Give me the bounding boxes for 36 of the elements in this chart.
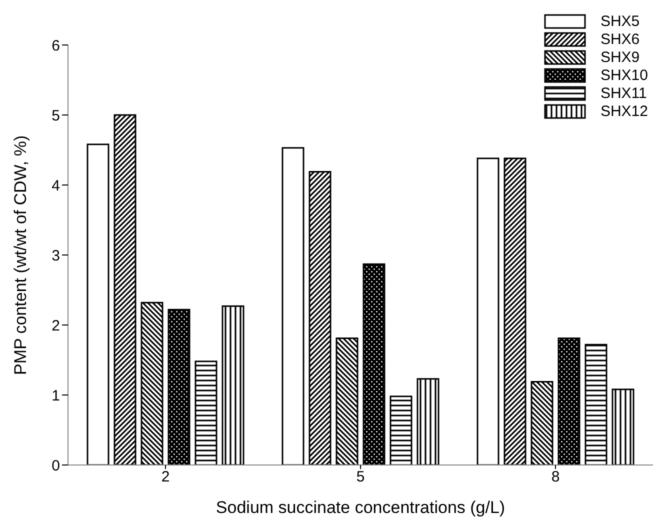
legend-label: SHX6 xyxy=(600,30,640,48)
bar xyxy=(476,158,500,465)
y-tick-label: 5 xyxy=(52,107,60,124)
bar xyxy=(558,338,580,465)
bar xyxy=(362,263,386,465)
bar xyxy=(194,360,218,465)
y-tick-label: 1 xyxy=(52,387,60,404)
y-axis-title: PMP content (wt/wt of CDW, %) xyxy=(11,135,30,375)
y-tick-label: 0 xyxy=(52,457,60,474)
bar xyxy=(336,338,358,465)
bar xyxy=(140,302,164,465)
legend-label: SHX11 xyxy=(600,84,647,102)
y-tick-label: 2 xyxy=(52,317,60,334)
y-tick-label: 3 xyxy=(52,247,60,264)
bar xyxy=(282,147,304,465)
legend-label: SHX10 xyxy=(600,66,648,84)
y-tick-label: 6 xyxy=(52,37,60,54)
legend-label: SHX12 xyxy=(600,102,648,120)
bar xyxy=(308,170,332,465)
x-tick-label: 8 xyxy=(551,468,560,486)
x-tick-label: 2 xyxy=(161,468,170,486)
bar xyxy=(530,380,554,465)
bar xyxy=(504,158,526,465)
x-tick-label: 5 xyxy=(356,468,365,486)
legend-label: SHX9 xyxy=(600,48,640,66)
bar xyxy=(390,396,412,465)
legend-label: SHX5 xyxy=(600,12,640,30)
bar xyxy=(168,308,190,465)
y-tick-label: 4 xyxy=(52,177,60,194)
bar xyxy=(114,114,136,465)
bar xyxy=(584,344,608,465)
x-axis-title: Sodium succinate concentrations (g/L) xyxy=(216,498,506,517)
bar xyxy=(86,144,110,465)
bar xyxy=(416,378,440,465)
bar xyxy=(222,305,244,465)
bar xyxy=(612,388,634,465)
